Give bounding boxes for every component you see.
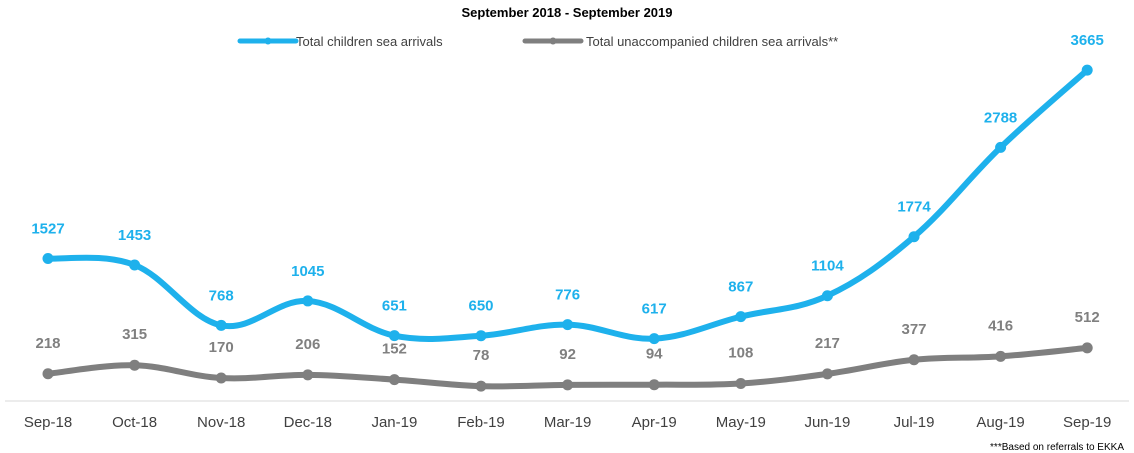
data-label: 2788 bbox=[984, 109, 1017, 126]
data-label: 218 bbox=[35, 335, 60, 352]
x-tick-label: Feb-19 bbox=[457, 414, 505, 431]
data-point bbox=[562, 379, 574, 391]
x-tick-label: Dec-18 bbox=[284, 414, 332, 431]
data-label: 1774 bbox=[897, 199, 931, 216]
data-point bbox=[475, 330, 487, 342]
data-label: 1453 bbox=[118, 227, 151, 244]
legend-label: Total children sea arrivals bbox=[296, 34, 443, 49]
x-tick-label: Sep-18 bbox=[24, 414, 72, 431]
x-tick-label: Sep-19 bbox=[1063, 414, 1111, 431]
data-label: 768 bbox=[209, 287, 234, 304]
data-point bbox=[42, 368, 54, 380]
legend-swatch-marker bbox=[549, 37, 557, 45]
data-labels: 1527 1453 768 1045 651 650 776 617 867 1104 1774 27… bbox=[31, 32, 1104, 364]
data-label: 512 bbox=[1075, 309, 1100, 326]
data-label: 1527 bbox=[31, 220, 64, 237]
x-tick-label: Jul-19 bbox=[894, 414, 935, 431]
data-label: 78 bbox=[473, 347, 490, 364]
data-point bbox=[42, 252, 54, 264]
data-label: 152 bbox=[382, 341, 407, 358]
data-label: 650 bbox=[468, 298, 493, 315]
data-point bbox=[908, 231, 920, 243]
x-tick-label: Nov-18 bbox=[197, 414, 245, 431]
data-point bbox=[648, 333, 660, 345]
x-tick-label: Mar-19 bbox=[544, 414, 592, 431]
data-label: 377 bbox=[901, 321, 926, 338]
x-tick-label: May-19 bbox=[716, 414, 766, 431]
data-point bbox=[995, 350, 1007, 362]
data-point bbox=[215, 372, 227, 384]
x-tick-label: Aug-19 bbox=[976, 414, 1024, 431]
x-axis-ticks: Sep-18 Oct-18 Nov-18 Dec-18 Jan-19 Feb-19 Mar-… bbox=[24, 414, 1112, 431]
legend-swatch-marker bbox=[264, 37, 272, 45]
data-point bbox=[388, 374, 400, 386]
x-tick-label: Jun-19 bbox=[804, 414, 850, 431]
data-point bbox=[215, 319, 227, 331]
data-point bbox=[821, 368, 833, 380]
series-group bbox=[42, 64, 1093, 392]
data-point bbox=[648, 379, 660, 391]
data-point bbox=[129, 359, 141, 371]
data-point bbox=[735, 377, 747, 389]
data-point bbox=[735, 311, 747, 323]
data-label: 1045 bbox=[291, 263, 324, 280]
data-point bbox=[475, 380, 487, 392]
data-label: 1104 bbox=[811, 258, 844, 275]
data-point bbox=[388, 330, 400, 342]
legend: Total children sea arrivals Total unaccom… bbox=[237, 34, 838, 49]
data-point bbox=[129, 259, 141, 271]
data-label: 170 bbox=[209, 339, 234, 356]
data-point bbox=[1081, 342, 1093, 354]
data-point bbox=[302, 295, 314, 307]
data-label: 617 bbox=[642, 301, 667, 318]
data-label: 108 bbox=[728, 344, 753, 361]
x-tick-label: Oct-18 bbox=[112, 414, 157, 431]
data-label: 416 bbox=[988, 317, 1013, 334]
data-label: 651 bbox=[382, 298, 407, 315]
data-label: 867 bbox=[728, 279, 753, 296]
data-label: 217 bbox=[815, 335, 840, 352]
data-point bbox=[908, 354, 920, 366]
data-label: 206 bbox=[295, 336, 320, 353]
x-tick-label: Apr-19 bbox=[632, 414, 677, 431]
data-label: 776 bbox=[555, 287, 580, 304]
chart-title: September 2018 - September 2019 bbox=[462, 5, 673, 20]
data-label: 94 bbox=[646, 346, 663, 363]
legend-label: Total unaccompanied children sea arrival… bbox=[586, 34, 838, 49]
data-point bbox=[1081, 64, 1093, 76]
x-tick-label: Jan-19 bbox=[371, 414, 417, 431]
data-label: 315 bbox=[122, 326, 147, 343]
data-point bbox=[302, 369, 314, 381]
data-label: 3665 bbox=[1071, 32, 1104, 49]
data-point bbox=[995, 141, 1007, 153]
footnote: ***Based on referrals to EKKA bbox=[990, 442, 1124, 453]
data-label: 92 bbox=[559, 346, 576, 363]
data-point bbox=[562, 319, 574, 331]
data-point bbox=[821, 290, 833, 302]
